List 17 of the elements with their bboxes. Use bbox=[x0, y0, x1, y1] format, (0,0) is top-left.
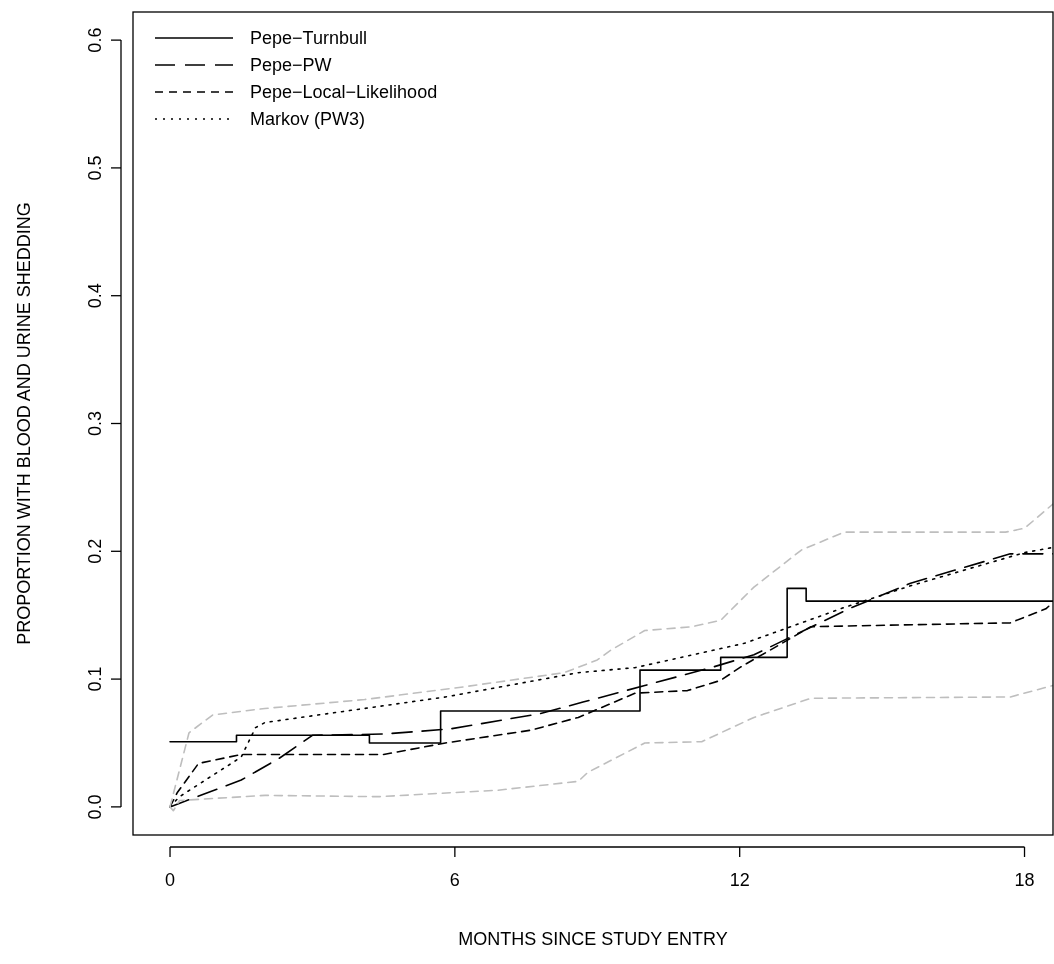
x-tick-label: 12 bbox=[729, 870, 750, 890]
y-tick-label: 0.2 bbox=[85, 538, 105, 564]
legend-label: Markov (PW3) bbox=[250, 109, 366, 129]
legend-label: Pepe−PW bbox=[250, 55, 332, 75]
legend-label: Pepe−Turnbull bbox=[250, 28, 367, 48]
y-tick-label: 0.6 bbox=[85, 27, 105, 53]
y-tick-label: 0.1 bbox=[85, 666, 105, 692]
y-tick-label: 0.5 bbox=[85, 155, 105, 181]
x-tick-label: 6 bbox=[449, 870, 460, 890]
x-tick-label: 18 bbox=[1014, 870, 1035, 890]
y-tick-label: 0.4 bbox=[85, 283, 105, 309]
x-axis-title: MONTHS SINCE STUDY ENTRY bbox=[458, 929, 728, 949]
legend-label: Pepe−Local−Likelihood bbox=[250, 82, 438, 102]
x-tick-label: 0 bbox=[165, 870, 176, 890]
y-tick-label: 0.0 bbox=[85, 794, 105, 820]
y-axis-title: PROPORTION WITH BLOOD AND URINE SHEDDING bbox=[14, 202, 34, 645]
y-tick-label: 0.3 bbox=[85, 410, 105, 437]
